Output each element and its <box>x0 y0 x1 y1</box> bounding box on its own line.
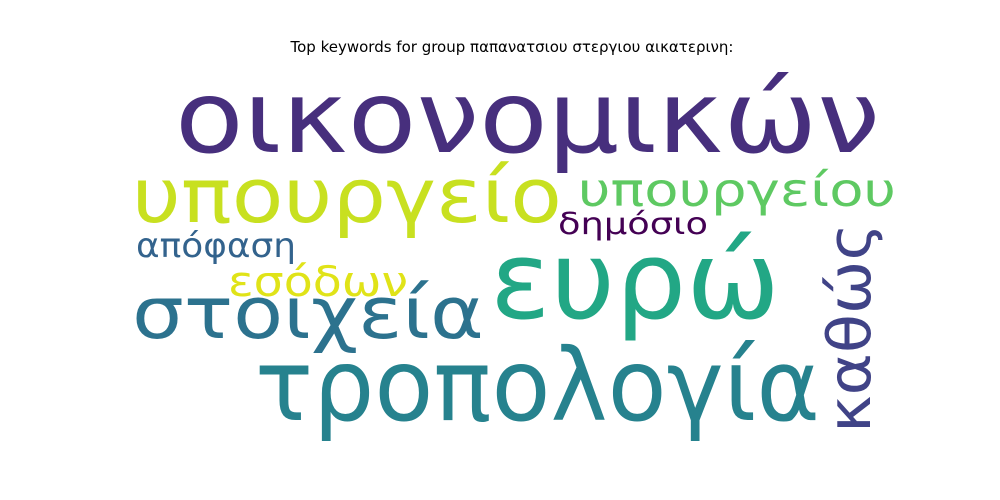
word-3: τροπολογία <box>255 327 820 444</box>
word-7: υπουργείου <box>578 163 896 217</box>
word-9: απόφαση <box>136 226 296 266</box>
chart-title: Top keywords for group παπανατσιου στεργ… <box>290 38 734 56</box>
word-1: οικονομικών <box>175 59 880 176</box>
word-2: ευρώ <box>490 219 780 344</box>
word-8: εσόδων <box>228 257 408 306</box>
word-5: στοιχεία <box>132 271 484 355</box>
word-10: δημόσιο <box>558 207 708 242</box>
word-4: υπουργείο <box>132 151 562 240</box>
word-6: καθώς <box>815 223 885 433</box>
